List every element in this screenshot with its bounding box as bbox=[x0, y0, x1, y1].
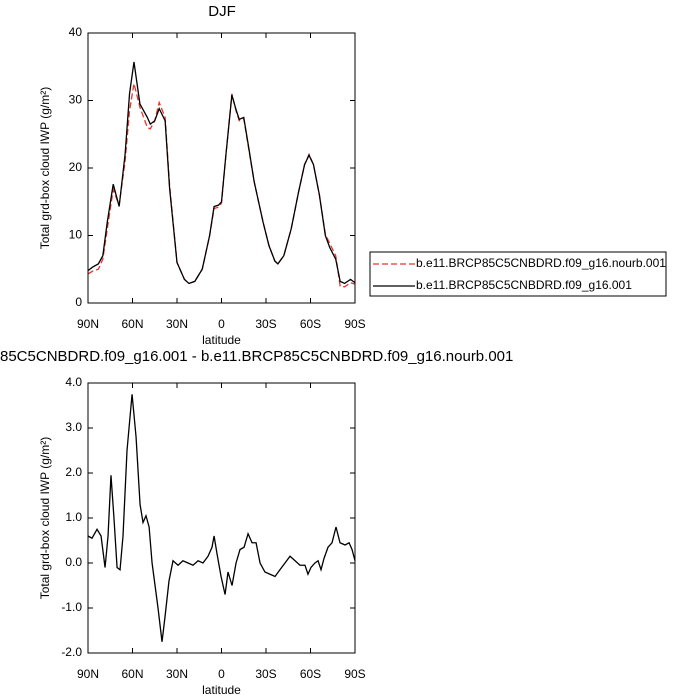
y-tick-label: 10 bbox=[69, 228, 83, 242]
y-axis-label: Total grd-box cloud IWP (g/m²) bbox=[38, 87, 52, 250]
legend-box bbox=[369, 251, 667, 297]
x-tick-label: 60S bbox=[300, 317, 321, 331]
x-tick-label: 30N bbox=[166, 667, 188, 681]
y-tick-label: 2.0 bbox=[65, 465, 82, 479]
y-tick-label: -2.0 bbox=[61, 645, 82, 659]
y-tick-label: 3.0 bbox=[65, 420, 82, 434]
data-line bbox=[87, 61, 356, 285]
x-tick-label: 30S bbox=[255, 317, 276, 331]
plot-frame bbox=[87, 382, 356, 654]
y-tick-label: 0.0 bbox=[65, 555, 82, 569]
x-tick-label: 90N bbox=[77, 317, 99, 331]
data-line bbox=[87, 394, 356, 642]
x-tick-label: 60N bbox=[121, 667, 143, 681]
legend-label: b.e11.BRCP85C5CNBDRD.f09_g16.nourb.001 bbox=[416, 256, 666, 270]
x-tick-label: 60S bbox=[300, 667, 321, 681]
x-tick-label: 90N bbox=[77, 667, 99, 681]
x-tick-label: 60N bbox=[121, 317, 143, 331]
x-tick-label: 90S bbox=[344, 317, 365, 331]
y-axis-label: Total grd-box cloud IWP (g/m²) bbox=[38, 437, 52, 600]
chart-title: 85C5CNBDRD.f09_g16.001 - b.e11.BRCP85C5C… bbox=[0, 348, 513, 365]
y-tick-label: -1.0 bbox=[61, 600, 82, 614]
x-axis-label: latitude bbox=[202, 683, 241, 697]
x-tick-label: 90S bbox=[344, 667, 365, 681]
y-tick-label: 40 bbox=[69, 25, 83, 39]
x-tick-label: 30N bbox=[166, 317, 188, 331]
y-tick-label: 1.0 bbox=[65, 510, 82, 524]
y-tick-label: 0 bbox=[75, 295, 82, 309]
x-axis-label: latitude bbox=[202, 333, 241, 347]
x-tick-label: 30S bbox=[255, 667, 276, 681]
x-tick-label: 0 bbox=[218, 667, 225, 681]
plot-frame bbox=[87, 32, 356, 304]
legend-label: b.e11.BRCP85C5CNBDRD.f09_g16.001 bbox=[416, 278, 632, 292]
chart-title: DJF bbox=[208, 3, 236, 20]
y-tick-label: 20 bbox=[69, 160, 83, 174]
y-tick-label: 30 bbox=[69, 93, 83, 107]
x-tick-label: 0 bbox=[218, 317, 225, 331]
y-tick-label: 4.0 bbox=[65, 375, 82, 389]
